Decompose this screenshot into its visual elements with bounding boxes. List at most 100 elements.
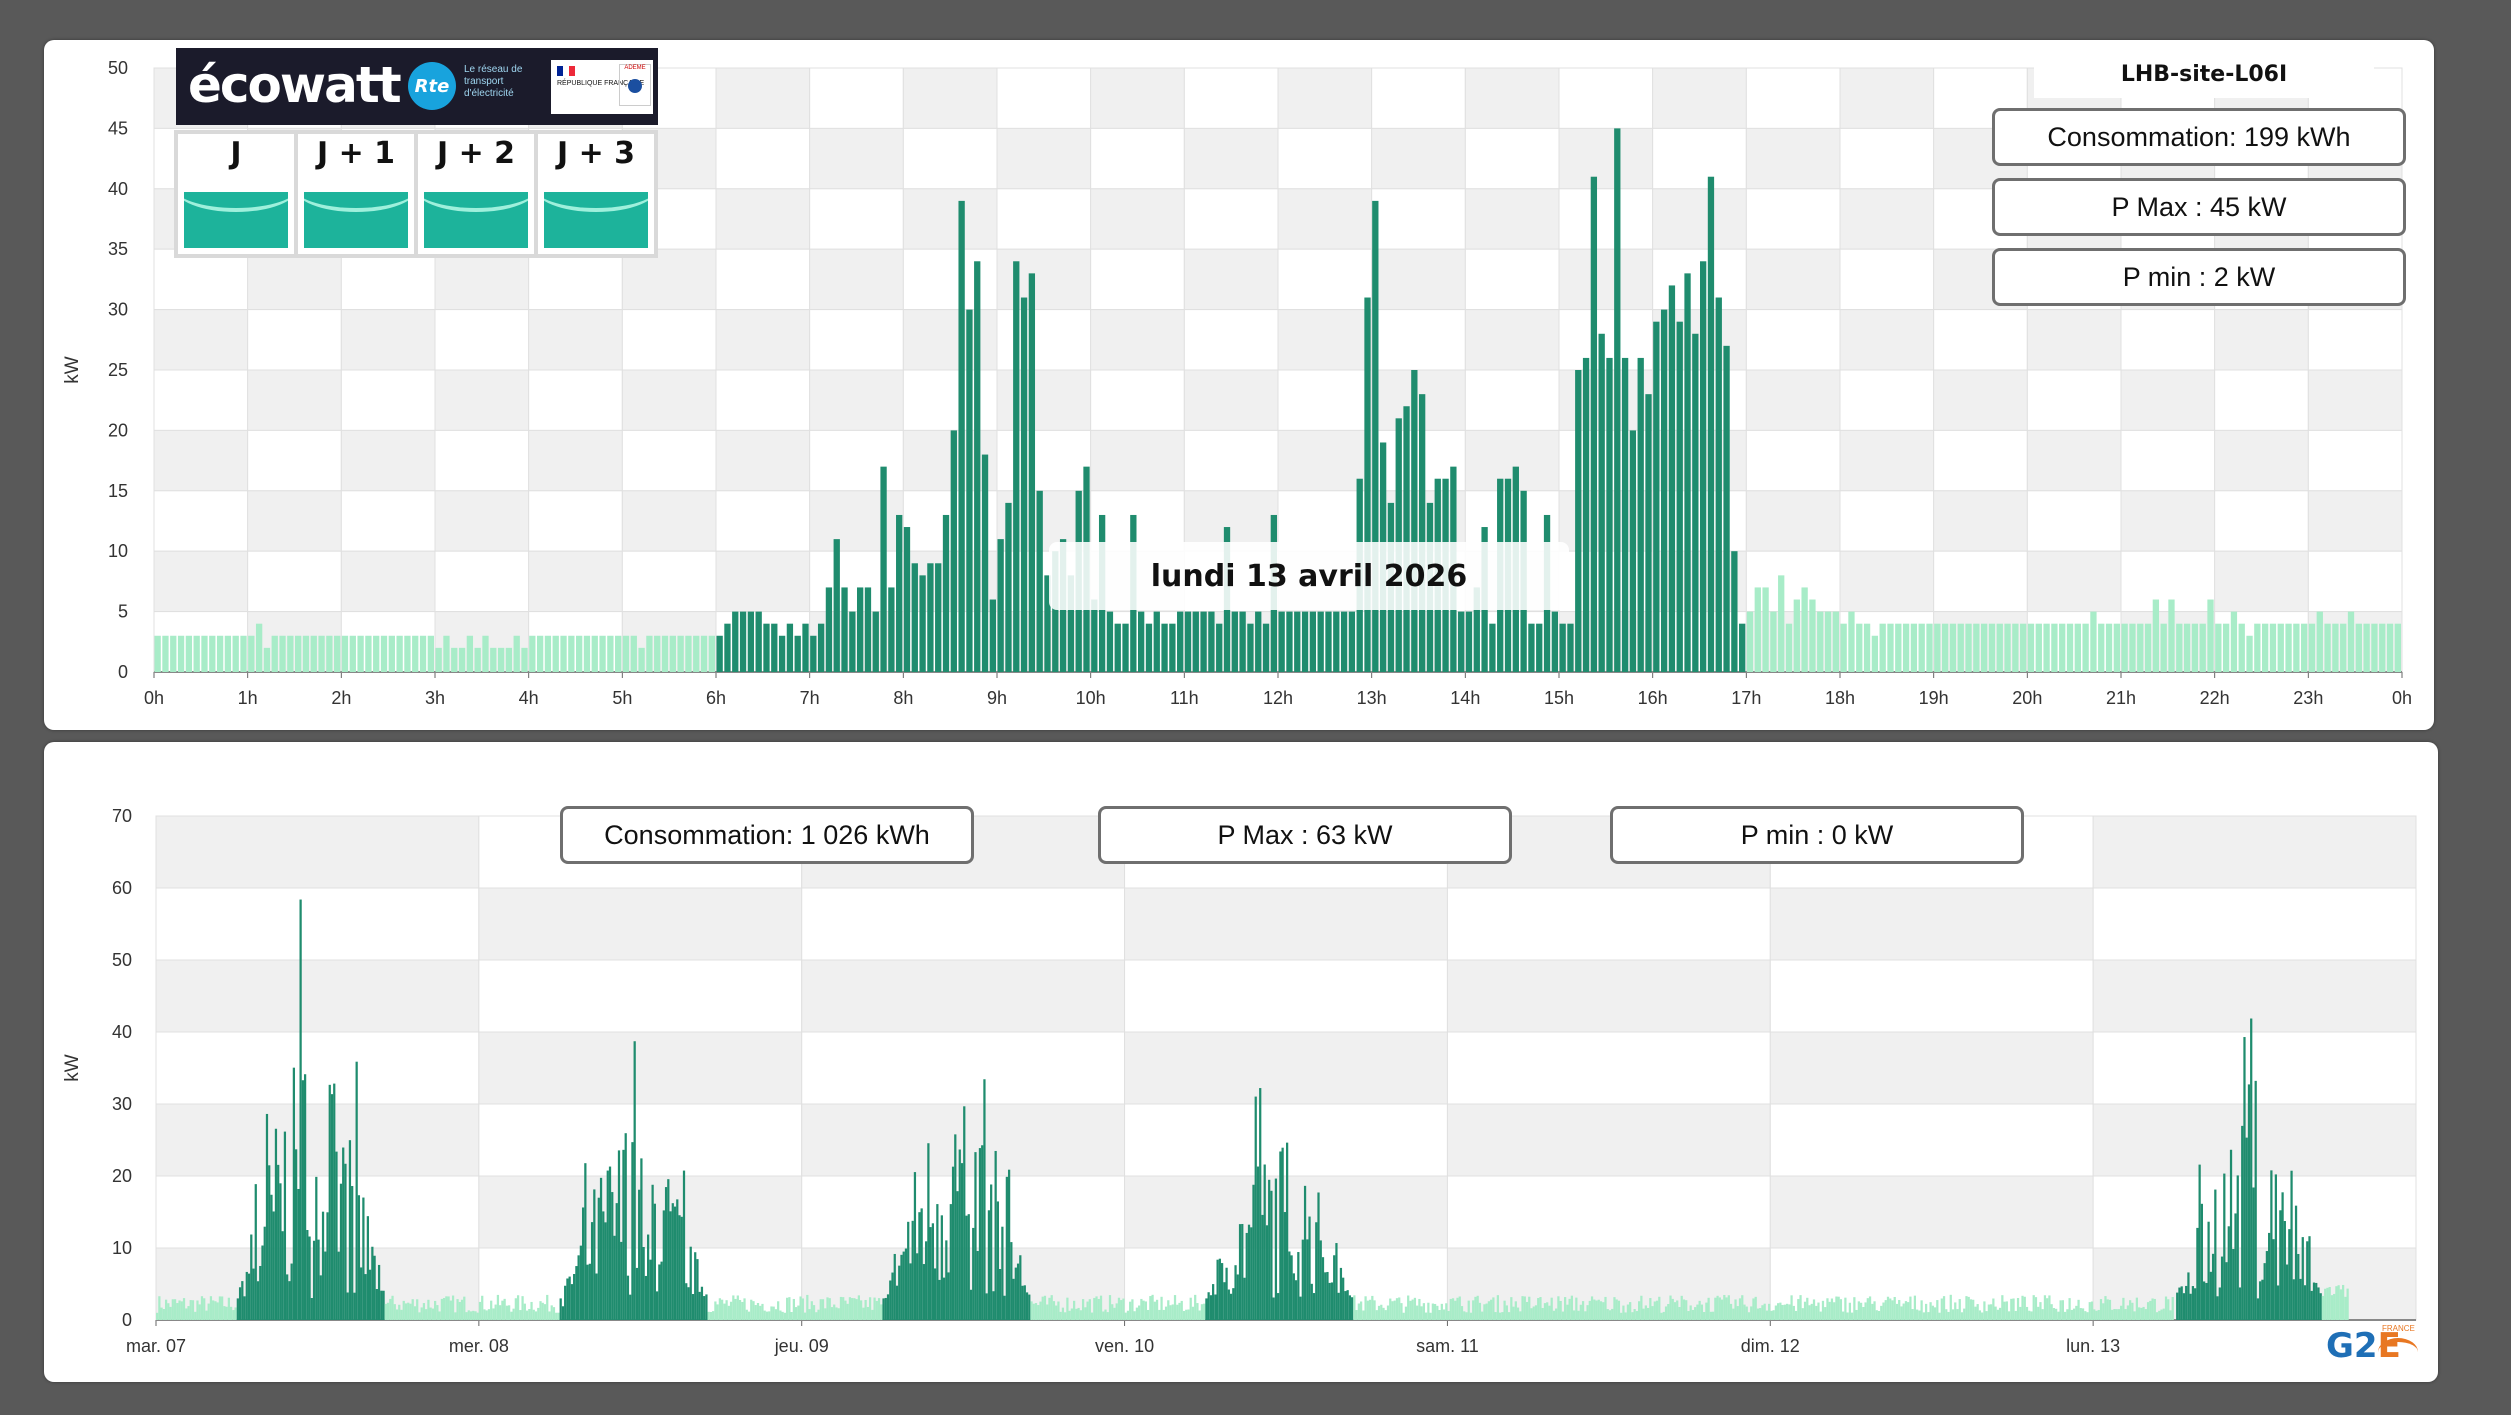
grid-cell xyxy=(1371,188,1466,250)
grid-cell xyxy=(996,429,1092,492)
y-tick-label: 30 xyxy=(112,1094,132,1114)
bar xyxy=(1711,1311,1715,1320)
grid-cell xyxy=(1277,490,1373,552)
bar xyxy=(851,1298,854,1320)
grid-cell xyxy=(153,611,249,673)
bar xyxy=(1566,1304,1569,1320)
bar xyxy=(1676,1300,1679,1320)
x-tick-label: 19h xyxy=(1919,688,1949,708)
bar xyxy=(2236,1175,2239,1320)
ecowatt-day-j1[interactable]: J + 1 xyxy=(298,134,414,254)
bar xyxy=(1931,1305,1934,1320)
bar xyxy=(371,1246,374,1320)
bar xyxy=(1974,1306,1977,1320)
bar xyxy=(308,1236,311,1320)
grid-cell xyxy=(902,188,998,250)
bar xyxy=(1274,1178,1278,1320)
bar xyxy=(1945,1309,1948,1320)
bar xyxy=(419,635,427,672)
grid-cell xyxy=(1745,188,1841,250)
bar xyxy=(1633,1308,1636,1320)
bar xyxy=(1700,1304,1704,1320)
bar xyxy=(669,635,676,672)
bar xyxy=(882,1298,885,1320)
bar xyxy=(889,1280,892,1320)
bar xyxy=(2272,1239,2275,1320)
bar xyxy=(1723,1294,1726,1320)
bar xyxy=(810,1301,813,1320)
bar xyxy=(1927,1312,1930,1320)
ecowatt-day-j3[interactable]: J + 3 xyxy=(538,134,654,254)
bar xyxy=(2283,1221,2286,1320)
bar xyxy=(624,1133,627,1320)
ecowatt-days-grid: J J + 1 J + 2 J + 3 xyxy=(174,130,658,258)
bar xyxy=(1720,1299,1724,1320)
bar xyxy=(250,1234,253,1320)
bar xyxy=(1783,1304,1786,1320)
bar xyxy=(1561,1311,1565,1320)
bar xyxy=(1913,1295,1917,1320)
y-tick-label: 70 xyxy=(112,806,132,826)
grid-cell xyxy=(155,1031,480,1105)
bar xyxy=(2234,1213,2237,1320)
bar xyxy=(1020,297,1028,672)
bar xyxy=(525,1310,529,1320)
bar xyxy=(693,635,700,672)
bar xyxy=(862,1307,865,1320)
bar xyxy=(1474,1296,1477,1320)
ecowatt-day-j[interactable]: J xyxy=(178,134,294,254)
bar xyxy=(546,1294,549,1320)
ecowatt-day-j2[interactable]: J + 2 xyxy=(418,134,534,254)
grid-cell xyxy=(715,611,811,673)
bar xyxy=(1938,1312,1941,1320)
bar xyxy=(1738,1298,1742,1320)
bar xyxy=(2263,1263,2266,1320)
bar xyxy=(1973,623,1980,672)
bar xyxy=(1436,1305,1439,1320)
bar xyxy=(1700,261,1707,672)
bar xyxy=(1889,1298,1892,1320)
bar xyxy=(559,1298,562,1320)
grid-cell xyxy=(801,1031,1126,1105)
bar xyxy=(2328,1286,2331,1320)
grid-cell xyxy=(1839,67,1935,129)
x-tick-label: 0h xyxy=(2392,688,2412,708)
bar xyxy=(1372,200,1379,672)
bar xyxy=(2232,1249,2235,1320)
bar xyxy=(425,1309,428,1320)
bar xyxy=(555,1312,558,1320)
bar xyxy=(286,1274,289,1320)
ecowatt-status-indicator xyxy=(304,192,408,248)
bar xyxy=(2225,1262,2228,1320)
bar xyxy=(263,647,271,672)
bar xyxy=(902,1251,905,1320)
bar xyxy=(1384,1310,1387,1320)
bar xyxy=(2292,1279,2295,1320)
bar xyxy=(1472,1300,1475,1320)
grid-cell xyxy=(1745,248,1841,311)
bar xyxy=(2191,623,2199,672)
bar xyxy=(919,575,926,672)
bar xyxy=(837,1308,840,1320)
grid-cell xyxy=(1745,429,1841,492)
bar xyxy=(987,1210,991,1320)
bar xyxy=(1059,1311,1062,1320)
grid-cell xyxy=(801,887,1126,961)
bar xyxy=(2326,1287,2329,1320)
bar xyxy=(1655,1300,1659,1320)
bar xyxy=(1705,1302,1708,1320)
french-flag-icon xyxy=(557,66,575,76)
bar xyxy=(989,599,996,672)
grid-cell xyxy=(996,127,1092,190)
bar xyxy=(1091,599,1098,672)
bar xyxy=(2324,1288,2327,1320)
bar xyxy=(1887,623,1894,672)
bar xyxy=(599,635,606,672)
bar xyxy=(1893,1296,1896,1320)
bar xyxy=(2025,1306,2029,1320)
bar xyxy=(1866,1298,1869,1320)
bar xyxy=(261,1245,264,1320)
grid-cell xyxy=(1446,959,1771,1033)
bar xyxy=(1895,623,1902,672)
bar xyxy=(1382,1307,1385,1320)
